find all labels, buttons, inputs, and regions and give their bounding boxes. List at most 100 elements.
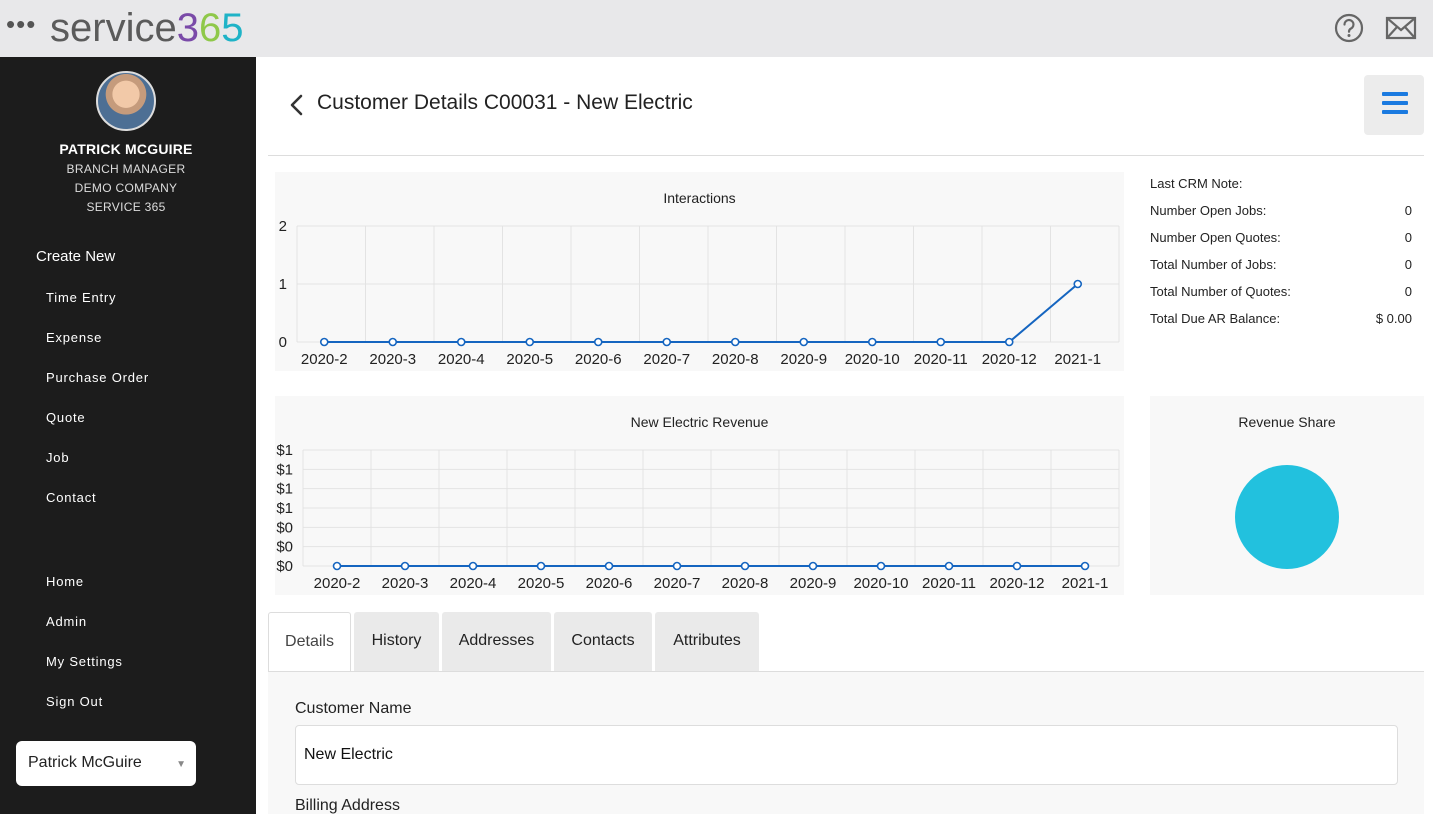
y-tick-label: $0 xyxy=(276,558,293,575)
y-tick-label: $1 xyxy=(276,500,293,517)
sidebar-item-my-settings[interactable]: My Settings xyxy=(46,654,123,669)
chart-title: Revenue Share xyxy=(1238,414,1336,430)
stat-value: 0 xyxy=(1404,284,1412,299)
y-tick-label: $1 xyxy=(276,442,293,459)
customer-stats: Last CRM Note: Number Open Jobs: 0 Number… xyxy=(1150,176,1412,338)
x-tick-label: 2020-9 xyxy=(790,575,837,592)
brand-prefix: service xyxy=(50,6,177,50)
sidebar-item-sign-out[interactable]: Sign Out xyxy=(46,694,103,709)
sidebar-item-quote[interactable]: Quote xyxy=(46,410,86,425)
y-tick-label: $1 xyxy=(276,461,293,478)
stat-total-quotes: Total Number of Quotes: 0 xyxy=(1150,284,1412,311)
data-point xyxy=(593,337,603,347)
data-point xyxy=(604,561,614,571)
y-tick-label: $0 xyxy=(276,519,293,536)
x-tick-label: 2020-4 xyxy=(450,575,497,592)
revenue-chart: $0 $0 $0 $1 $1 $1 $1 2020-2 2020-3 2020-4 2020-5 20… xyxy=(276,442,1120,592)
x-tick-label: 2021-1 xyxy=(1054,351,1101,368)
x-tick-label: 2020-6 xyxy=(575,351,622,368)
tab-attributes[interactable]: Attributes xyxy=(655,612,759,671)
brand-digit-3: 3 xyxy=(176,6,199,50)
stat-label: Number Open Jobs: xyxy=(1150,203,1267,218)
x-tick-label: 2020-2 xyxy=(301,351,348,368)
data-point xyxy=(388,337,398,347)
sidebar-item-expense[interactable]: Expense xyxy=(46,330,103,345)
user-select-value: Patrick McGuire xyxy=(28,754,142,771)
x-tick-label: 2020-3 xyxy=(382,575,429,592)
stat-label: Number Open Quotes: xyxy=(1150,230,1281,245)
tab-contacts[interactable]: Contacts xyxy=(554,612,652,671)
data-point xyxy=(662,337,672,347)
stat-label: Last CRM Note: xyxy=(1150,176,1243,191)
data-point xyxy=(1073,279,1083,289)
x-tick-label: 2020-7 xyxy=(643,351,690,368)
sidebar-item-admin[interactable]: Admin xyxy=(46,614,87,629)
stat-open-quotes: Number Open Quotes: 0 xyxy=(1150,230,1412,257)
hamburger-bar xyxy=(1382,92,1408,96)
data-point xyxy=(468,561,478,571)
tab-history[interactable]: History xyxy=(354,612,439,671)
help-icon[interactable] xyxy=(1333,12,1365,44)
user-name: PATRICK MCGUIRE xyxy=(59,141,193,157)
stat-label: Total Number of Jobs: xyxy=(1150,257,1277,272)
user-org: SERVICE 365 xyxy=(86,200,166,214)
sidebar-item-purchase-order[interactable]: Purchase Order xyxy=(46,370,149,385)
user-select[interactable]: Patrick McGuire ▼ xyxy=(16,741,196,786)
interactions-chart: 0 1 2 2020-2 2020-3 2020-4 2020-5 2020-6 2020-7 2… xyxy=(279,218,1120,368)
mail-icon[interactable] xyxy=(1385,14,1417,42)
interactions-chart-panel: Interactions 0 1 2 2020-2 2020-3 2020-4 2020-5… xyxy=(275,172,1124,371)
x-tick-label: 2020-7 xyxy=(654,575,701,592)
data-point xyxy=(799,337,809,347)
chart-title: Interactions xyxy=(663,190,736,206)
x-tick-label: 2020-5 xyxy=(518,575,565,592)
revenue-share-pie xyxy=(1235,465,1339,569)
hamburger-menu-button[interactable] xyxy=(1364,75,1424,135)
x-tick-label: 2020-11 xyxy=(914,351,968,368)
data-point xyxy=(867,337,877,347)
back-chevron-icon[interactable] xyxy=(289,94,305,116)
revenue-chart-panel: New Electric Revenue $0 $0 $0 $1 $1 $1 $1 2020-… xyxy=(275,396,1124,595)
data-point xyxy=(1012,561,1022,571)
data-point xyxy=(936,337,946,347)
y-tick-label: $1 xyxy=(276,481,293,498)
billing-address-label: Billing Address xyxy=(295,797,400,814)
x-tick-label: 2020-3 xyxy=(369,351,416,368)
stat-ar-balance: Total Due AR Balance: $ 0.00 xyxy=(1150,311,1412,338)
customer-name-input[interactable] xyxy=(295,725,1398,785)
y-tick-label: $0 xyxy=(276,539,293,556)
sidebar-item-contact[interactable]: Contact xyxy=(46,490,97,505)
stat-value: 0 xyxy=(1404,203,1412,218)
y-tick-label: 1 xyxy=(279,276,287,293)
hamburger-bar xyxy=(1382,101,1408,105)
x-tick-label: 2020-8 xyxy=(712,351,759,368)
stat-value: $ 0.00 xyxy=(1375,311,1412,326)
stat-value: 0 xyxy=(1404,257,1412,272)
create-new-heading: Create New xyxy=(36,248,116,265)
more-dots-icon[interactable]: ••• xyxy=(6,9,37,39)
sidebar-item-job[interactable]: Job xyxy=(46,450,70,465)
tab-addresses[interactable]: Addresses xyxy=(442,612,551,671)
stat-total-jobs: Total Number of Jobs: 0 xyxy=(1150,257,1412,284)
stat-label: Total Number of Quotes: xyxy=(1150,284,1291,299)
data-point xyxy=(740,561,750,571)
data-point xyxy=(808,561,818,571)
user-role: BRANCH MANAGER xyxy=(66,162,186,176)
page-title: Customer Details C00031 - New Electric xyxy=(317,91,693,114)
x-tick-label: 2020-12 xyxy=(989,575,1044,592)
x-tick-label: 2020-4 xyxy=(438,351,485,368)
pie-slice xyxy=(1235,465,1339,569)
data-point xyxy=(525,337,535,347)
data-point xyxy=(876,561,886,571)
chart-title: New Electric Revenue xyxy=(630,414,769,430)
sidebar-item-home[interactable]: Home xyxy=(46,574,84,589)
brand-logo: service365 xyxy=(50,4,243,52)
tab-details[interactable]: Details xyxy=(268,612,351,671)
x-tick-label: 2020-10 xyxy=(853,575,908,592)
sidebar-item-time-entry[interactable]: Time Entry xyxy=(46,290,117,305)
customer-name-label: Customer Name xyxy=(295,700,412,717)
data-point xyxy=(672,561,682,571)
chevron-down-icon: ▼ xyxy=(176,759,186,770)
tab-divider xyxy=(268,671,1424,672)
data-point xyxy=(332,561,342,571)
avatar[interactable] xyxy=(96,71,156,131)
